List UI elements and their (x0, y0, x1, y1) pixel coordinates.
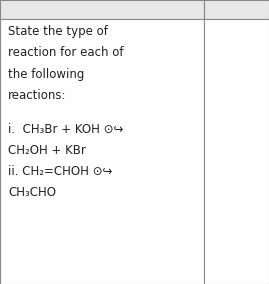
Text: ii. CH₂=CHOH ⊙↪: ii. CH₂=CHOH ⊙↪ (8, 164, 112, 178)
Bar (0, 0, 204, 19)
Bar (0, 19, 204, 284)
Bar (204, 0, 269, 19)
Text: CH₂OH + KBr: CH₂OH + KBr (8, 144, 86, 157)
Bar (204, 19, 269, 284)
Text: reaction for each of: reaction for each of (8, 46, 123, 59)
Text: reactions:: reactions: (8, 89, 66, 102)
Text: i.  CH₃Br + KOH ⊙↪: i. CH₃Br + KOH ⊙↪ (8, 123, 123, 136)
Text: State the type of: State the type of (8, 25, 108, 38)
Text: the following: the following (8, 68, 84, 81)
Text: CH₃CHO: CH₃CHO (8, 186, 56, 199)
